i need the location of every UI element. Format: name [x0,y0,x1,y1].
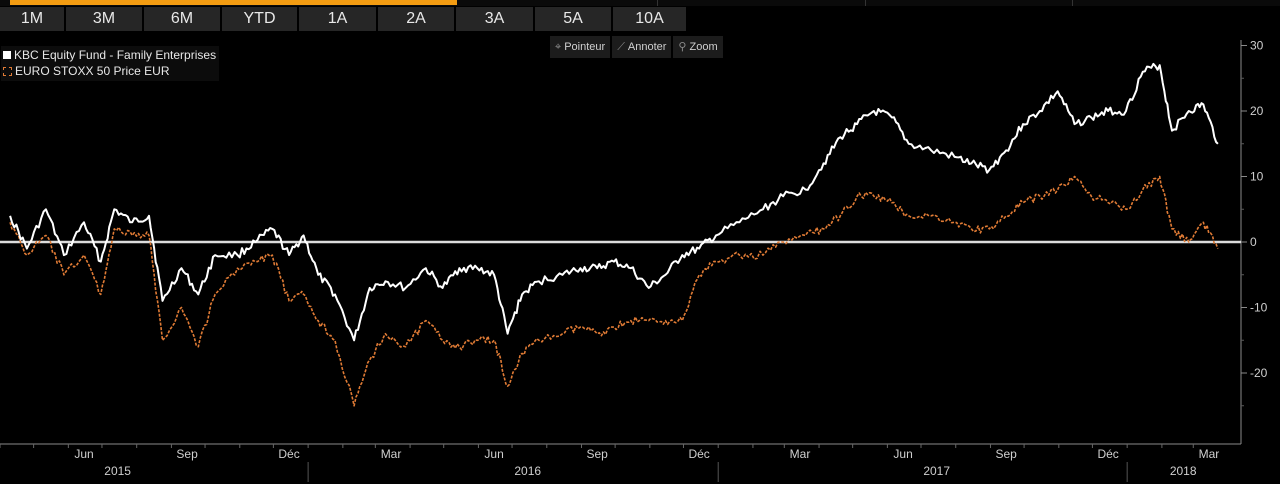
strip-divider [1072,0,1073,6]
active-tab-indicator [10,0,457,5]
x-month-label: Déc [278,447,299,461]
range-button-ytd[interactable]: YTD [222,7,299,31]
zoom-tool-label: Zoom [689,41,718,53]
range-button-1a[interactable]: 1A [299,7,378,31]
legend-item-fund[interactable]: KBC Equity Fund - Family Enterprises [3,47,216,63]
pointer-tool-button[interactable]: ⌖ Pointeur [550,36,611,58]
crosshair-icon: ⌖ [555,41,562,53]
series-lines [9,62,1219,407]
range-button-3m[interactable]: 3M [66,7,144,31]
legend-label-fund: KBC Equity Fund - Family Enterprises [14,48,217,62]
x-month-label: Jun [893,447,912,461]
x-month-label: Sep [176,447,198,461]
chart-tools: ⌖ Pointeur ⟋ Annoter ⚲ Zoom [550,36,723,58]
fund-series-line [9,62,1219,342]
legend-swatch-index [3,66,12,76]
y-tick-label: 0 [1250,235,1257,249]
strip-divider [657,0,658,6]
annotate-tool-label: Annoter [627,41,667,53]
x-month-label: Mar [790,447,811,461]
x-year-label: 2015 [104,464,131,478]
index-series-line [9,175,1219,407]
x-month-label: Déc [688,447,709,461]
pointer-tool-label: Pointeur [564,41,606,53]
y-tick-label: 20 [1250,104,1264,118]
y-tick-label: 30 [1250,39,1264,53]
range-button-2a[interactable]: 2A [378,7,456,31]
magnifier-icon: ⚲ [678,41,687,53]
x-month-label: Sep [587,447,609,461]
legend-label-index: EURO STOXX 50 Price EUR [15,64,170,78]
pen-icon: ⟋ [617,41,625,53]
axes: 30 20 10 0 -10 -20 Jun Sep Déc Mar Jun Sep Déc Mar Jun… [0,39,1268,482]
strip-divider [865,0,866,6]
range-selector: 1M 3M 6M YTD 1A 2A 3A 5A 10A [0,7,688,31]
annotate-tool-button[interactable]: ⟋ Annoter [612,36,672,58]
x-year-label: 2017 [923,464,950,478]
x-month-label: Mar [1199,447,1220,461]
range-button-6m[interactable]: 6M [144,7,222,31]
range-button-3a[interactable]: 3A [456,7,535,31]
x-month-label: Mar [381,447,402,461]
y-tick-label: -10 [1250,301,1268,315]
legend-item-index[interactable]: EURO STOXX 50 Price EUR [3,63,216,79]
top-strip [0,0,1280,6]
range-button-5a[interactable]: 5A [535,7,613,31]
legend: KBC Equity Fund - Family Enterprises EUR… [1,46,220,81]
y-tick-label: 10 [1250,170,1264,184]
x-month-label: Jun [484,447,503,461]
x-month-label: Déc [1097,447,1118,461]
x-month-label: Sep [995,447,1017,461]
legend-swatch-fund [3,51,11,59]
x-year-label: 2018 [1170,464,1197,478]
x-year-label: 2016 [514,464,541,478]
range-button-10a[interactable]: 10A [613,7,688,31]
y-tick-label: -20 [1250,366,1268,380]
range-button-1m[interactable]: 1M [0,7,66,31]
zoom-tool-button[interactable]: ⚲ Zoom [673,36,723,58]
x-month-label: Jun [74,447,93,461]
